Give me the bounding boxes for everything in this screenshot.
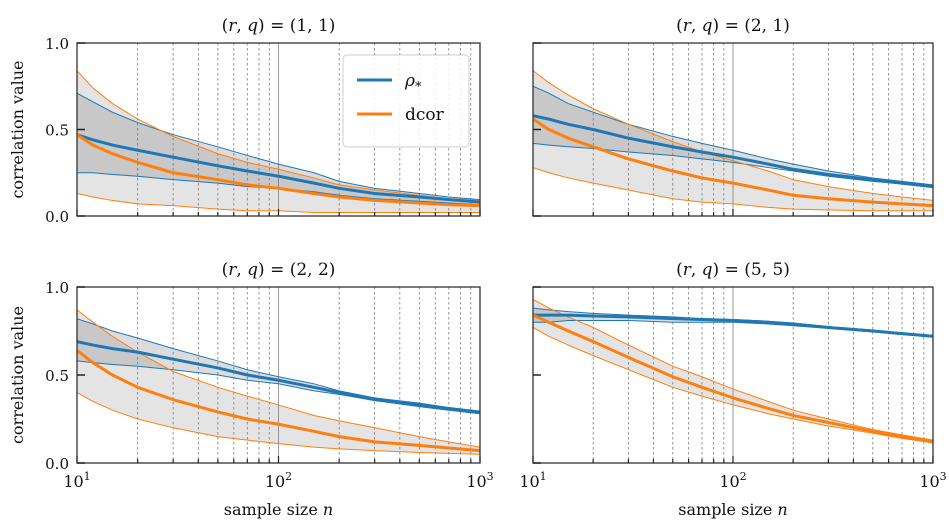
series-line-rho <box>77 133 480 204</box>
y-axis-label: correlation value <box>8 60 27 198</box>
series-upper-rho <box>77 318 480 413</box>
y-tick-label: 0.0 <box>45 208 69 226</box>
series-line-dcor <box>77 133 480 208</box>
x-tick-label: 102 <box>719 470 746 491</box>
series-lower-rho <box>533 142 933 188</box>
series-line-rho <box>533 114 933 189</box>
x-tick-label: 101 <box>519 470 546 491</box>
series-band-dcor <box>77 70 480 213</box>
series-band-rho <box>77 93 480 205</box>
legend-label-dcor: dcor <box>405 105 445 125</box>
panels: 0.0 0.5 1.0 (r, q) = (1, 1) correlation valu… <box>8 16 947 519</box>
plot-area <box>533 298 933 444</box>
series-lower-dcor <box>533 327 933 444</box>
y-tick-label: 1.0 <box>45 35 69 53</box>
x-tick-label: 103 <box>466 470 493 491</box>
series-upper-dcor <box>533 298 933 441</box>
y-tick-label: 1.0 <box>45 279 69 297</box>
series-line-dcor <box>533 117 933 208</box>
x-tick-label: 101 <box>63 470 90 491</box>
y-tick-label: 0.5 <box>45 367 69 385</box>
grid <box>137 287 472 463</box>
series-line-dcor <box>77 349 480 453</box>
y-tick-label: 0.5 <box>45 122 69 140</box>
plot-area <box>77 70 480 214</box>
series-lower-rho <box>77 360 480 415</box>
series-band-dcor <box>77 309 480 455</box>
series-lower-dcor <box>77 392 480 455</box>
series-lower-dcor <box>533 167 933 212</box>
legend-box <box>342 54 470 148</box>
panel-2: (r, q) = (2, 1) <box>532 16 934 217</box>
panel-3: 0.0 0.5 1.0 101 102 103 (r, q) = (2, 2) correla… <box>8 260 494 519</box>
series-band-rho <box>77 318 480 414</box>
panel-4: 101 102 103 (r, q) = (5, 5) sample size n <box>519 260 946 519</box>
series-line-rho <box>533 313 933 338</box>
series-lower-dcor <box>77 193 480 214</box>
panel-title: (r, q) = (2, 1) <box>676 16 790 36</box>
series-line-rho <box>77 340 480 414</box>
series-band-dcor <box>533 70 933 211</box>
y-axis-label: correlation value <box>8 306 27 444</box>
panel-title: (r, q) = (2, 2) <box>222 260 336 280</box>
series-upper-dcor <box>77 309 480 448</box>
series-upper-dcor <box>533 70 933 201</box>
y-tick-label: 0.0 <box>45 455 69 473</box>
series-upper-rho <box>77 92 480 201</box>
x-axis-label: sample size n <box>224 500 333 519</box>
legend-label-rho: ρ* <box>404 71 422 95</box>
plot-area <box>77 309 480 455</box>
plot-area <box>533 70 933 212</box>
panel-title: (r, q) = (1, 1) <box>222 16 336 36</box>
grid <box>592 43 925 216</box>
series-upper-dcor <box>77 70 480 201</box>
series-band-rho <box>533 86 933 188</box>
panel-title: (r, q) = (5, 5) <box>676 260 790 280</box>
x-tick-label: 103 <box>919 470 946 491</box>
series-upper-rho <box>533 85 933 186</box>
x-tick-label: 102 <box>265 470 292 491</box>
grid <box>592 287 925 463</box>
series-line-dcor <box>533 313 933 444</box>
x-axis-label: sample size n <box>678 500 787 519</box>
legend: ρ* dcor <box>342 54 470 148</box>
